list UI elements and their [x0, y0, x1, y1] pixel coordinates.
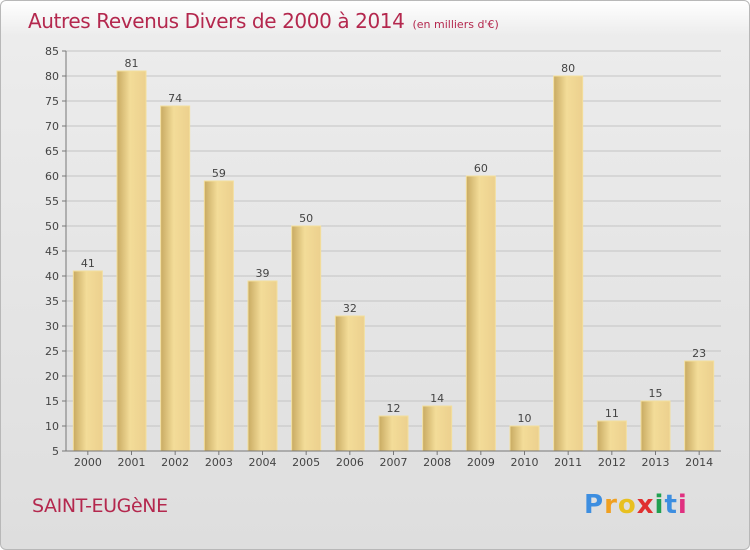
logo-letter: P: [584, 490, 605, 520]
value-label-2007: 12: [387, 402, 401, 415]
x-tick-label-2013: 2013: [642, 456, 670, 469]
value-label-2002: 74: [168, 92, 182, 105]
value-label-2005: 50: [299, 212, 313, 225]
chart-title-unit: (en milliers d'€): [412, 18, 499, 31]
y-tick-label: 40: [45, 270, 59, 283]
bar-2008: [422, 405, 453, 452]
y-tick-label: 75: [45, 95, 59, 108]
bar-2013: [640, 400, 671, 452]
x-tick-label-2000: 2000: [74, 456, 102, 469]
y-tick-label: 20: [45, 370, 59, 383]
bar-2007: [378, 415, 409, 452]
y-tick-label: 10: [45, 420, 59, 433]
value-label-2010: 10: [518, 412, 532, 425]
value-label-2000: 41: [81, 257, 95, 270]
value-label-2011: 80: [561, 62, 575, 75]
bar-2005: [291, 225, 322, 452]
y-tick-label: 25: [45, 345, 59, 358]
proxiti-logo: Proxiti: [584, 490, 688, 520]
logo-letter: x: [636, 490, 655, 520]
town-name: SAINT-EUGèNE: [32, 495, 168, 517]
x-tick-label-2002: 2002: [161, 456, 189, 469]
value-label-2014: 23: [692, 347, 706, 360]
value-label-2004: 39: [256, 267, 270, 280]
x-tick-label-2014: 2014: [685, 456, 713, 469]
x-tick-label-2008: 2008: [423, 456, 451, 469]
y-tick-label: 45: [45, 245, 59, 258]
chart-title: Autres Revenus Divers de 2000 à 2014 (en …: [28, 9, 499, 33]
bar-2010: [509, 425, 540, 452]
y-tick-label: 80: [45, 70, 59, 83]
bar-2004: [247, 280, 278, 452]
y-tick-label: 35: [45, 295, 59, 308]
y-tick-label: 60: [45, 170, 59, 183]
value-label-2008: 14: [430, 392, 444, 405]
x-tick-label-2003: 2003: [205, 456, 233, 469]
x-tick-label-2006: 2006: [336, 456, 364, 469]
x-tick-label-2010: 2010: [511, 456, 539, 469]
bar-2014: [684, 360, 715, 452]
logo-letter: i: [654, 490, 665, 520]
value-label-2012: 11: [605, 407, 619, 420]
x-tick-label-2012: 2012: [598, 456, 626, 469]
logo-letter: i: [677, 490, 688, 520]
y-tick-label: 50: [45, 220, 59, 233]
y-tick-label: 30: [45, 320, 59, 333]
x-tick-label-2007: 2007: [380, 456, 408, 469]
chart-title-main: Autres Revenus Divers de 2000 à 2014: [28, 9, 405, 33]
x-tick-label-2004: 2004: [249, 456, 277, 469]
y-tick-label: 55: [45, 195, 59, 208]
bar-2006: [334, 315, 365, 452]
logo-letter: o: [617, 490, 637, 520]
bar-2000: [72, 270, 103, 452]
bar-2009: [465, 175, 496, 452]
logo-letter: t: [664, 490, 678, 520]
value-label-2001: 81: [125, 57, 139, 70]
bar-2001: [116, 70, 147, 452]
y-tick-label: 65: [45, 145, 59, 158]
value-label-2003: 59: [212, 167, 226, 180]
y-tick-label: 70: [45, 120, 59, 133]
value-label-2006: 32: [343, 302, 357, 315]
logo-letter: r: [604, 490, 618, 520]
x-tick-label-2009: 2009: [467, 456, 495, 469]
x-tick-label-2001: 2001: [118, 456, 146, 469]
x-tick-label-2005: 2005: [292, 456, 320, 469]
y-tick-label: 15: [45, 395, 59, 408]
y-tick-label: 85: [45, 45, 59, 58]
bar-2012: [596, 420, 627, 452]
bar-2003: [203, 180, 234, 452]
bar-2002: [160, 105, 191, 452]
x-tick-label-2011: 2011: [554, 456, 582, 469]
value-label-2009: 60: [474, 162, 488, 175]
y-tick-label: 5: [52, 445, 59, 458]
bar-2011: [553, 75, 584, 452]
value-label-2013: 15: [649, 387, 663, 400]
